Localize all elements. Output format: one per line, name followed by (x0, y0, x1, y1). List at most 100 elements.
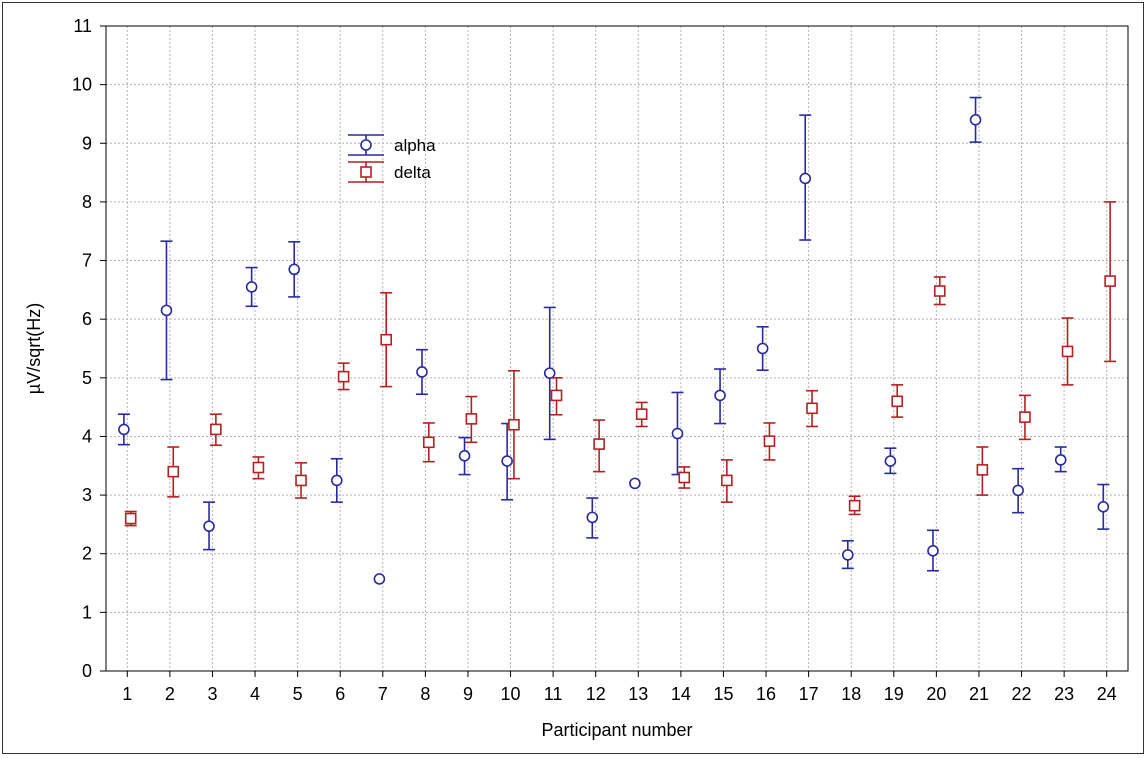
delta-point (848, 499, 861, 512)
delta-point (252, 461, 265, 474)
y-tick-label: 4 (82, 426, 92, 446)
alpha-point (160, 304, 173, 317)
alpha-point (543, 367, 556, 379)
x-tick-label: 14 (671, 684, 691, 704)
y-tick-label: 7 (82, 251, 92, 271)
x-tick-label: 5 (293, 684, 303, 704)
x-tick-label: 4 (250, 684, 260, 704)
alpha-point (799, 172, 812, 185)
alpha-point (501, 455, 513, 467)
alpha-point (969, 114, 982, 126)
x-tick-label: 3 (207, 684, 217, 704)
y-tick-label: 8 (82, 192, 92, 212)
x-tick-label: 17 (799, 684, 819, 704)
x-tick-label: 15 (713, 684, 733, 704)
x-tick-label: 24 (1097, 684, 1117, 704)
delta-point (124, 512, 137, 525)
series-delta (124, 201, 1117, 527)
y-tick-label: 1 (82, 602, 92, 622)
delta-point (167, 465, 180, 478)
alpha-point (884, 455, 897, 467)
delta-point (422, 436, 435, 449)
alpha-point (927, 544, 939, 557)
delta-point (806, 402, 818, 415)
delta-point (635, 408, 648, 420)
delta-point (763, 435, 776, 447)
y-tick-label: 10 (72, 75, 92, 95)
delta-point (1061, 345, 1074, 358)
legend: alpha delta (348, 134, 436, 183)
legend-entry-delta: delta (348, 161, 431, 183)
legend-marker (360, 139, 372, 151)
legend-marker (360, 166, 372, 178)
alpha-point (245, 281, 258, 293)
delta-point (550, 389, 563, 402)
alpha-point (416, 366, 428, 378)
delta-point (1104, 275, 1116, 287)
delta-point (295, 474, 307, 487)
alpha-point (629, 477, 641, 490)
x-tick-label: 6 (335, 684, 345, 704)
legend-label: delta (394, 163, 431, 182)
alpha-point (714, 389, 726, 402)
x-tick-label: 20 (926, 684, 946, 704)
x-tick-label: 12 (586, 684, 606, 704)
alpha-point (373, 573, 386, 585)
delta-point (1019, 411, 1031, 423)
alpha-point (1012, 484, 1024, 497)
alpha-point (586, 511, 599, 524)
x-tick-label: 10 (501, 684, 521, 704)
x-tick-label: 9 (463, 684, 473, 704)
alpha-point (671, 427, 684, 440)
x-tick-label: 22 (1012, 684, 1032, 704)
legend-label: alpha (394, 136, 436, 155)
legend-entry-alpha: alpha (348, 134, 436, 156)
alpha-point (1054, 454, 1067, 466)
x-tick-label: 18 (841, 684, 861, 704)
delta-point (976, 464, 989, 476)
delta-point (380, 333, 392, 346)
data-series (117, 96, 1117, 585)
delta-point (210, 423, 222, 436)
alpha-point (458, 450, 471, 462)
delta-point (465, 413, 478, 425)
delta-point (678, 471, 691, 484)
x-tick-label: 13 (628, 684, 648, 704)
x-axis-title: Participant number (541, 720, 692, 740)
x-tick-label: 21 (969, 684, 989, 704)
alpha-point (331, 474, 343, 487)
gridlines (106, 26, 1128, 671)
series-alpha (117, 96, 1110, 585)
y-axis-title: µV/sqrt(Hz) (24, 303, 44, 394)
plot-area-border (105, 25, 1129, 672)
y-tick-label: 2 (82, 544, 92, 564)
y-tick-label: 9 (82, 133, 92, 153)
y-tick-label: 0 (82, 661, 92, 681)
x-tick-label: 23 (1054, 684, 1074, 704)
alpha-point (203, 520, 215, 532)
y-tick-label: 3 (82, 485, 92, 505)
x-tick-label: 19 (884, 684, 904, 704)
x-tick-label: 11 (544, 684, 563, 704)
y-tick-label: 6 (82, 309, 92, 329)
delta-point (593, 438, 605, 450)
y-tick-label: 5 (82, 368, 92, 388)
alpha-point (1097, 501, 1110, 513)
alpha-point (118, 423, 130, 436)
delta-point (508, 418, 520, 431)
x-tick-label: 8 (420, 684, 430, 704)
x-tick-label: 16 (756, 684, 776, 704)
alpha-point (288, 263, 301, 276)
x-tick-label: 2 (165, 684, 175, 704)
x-tick-label: 7 (378, 684, 388, 704)
alpha-point (842, 549, 854, 561)
delta-point (891, 395, 903, 408)
alpha-point (756, 342, 769, 355)
delta-point (721, 474, 733, 487)
delta-point (933, 285, 946, 297)
y-tick-label: 11 (73, 16, 92, 36)
delta-point (337, 370, 350, 383)
